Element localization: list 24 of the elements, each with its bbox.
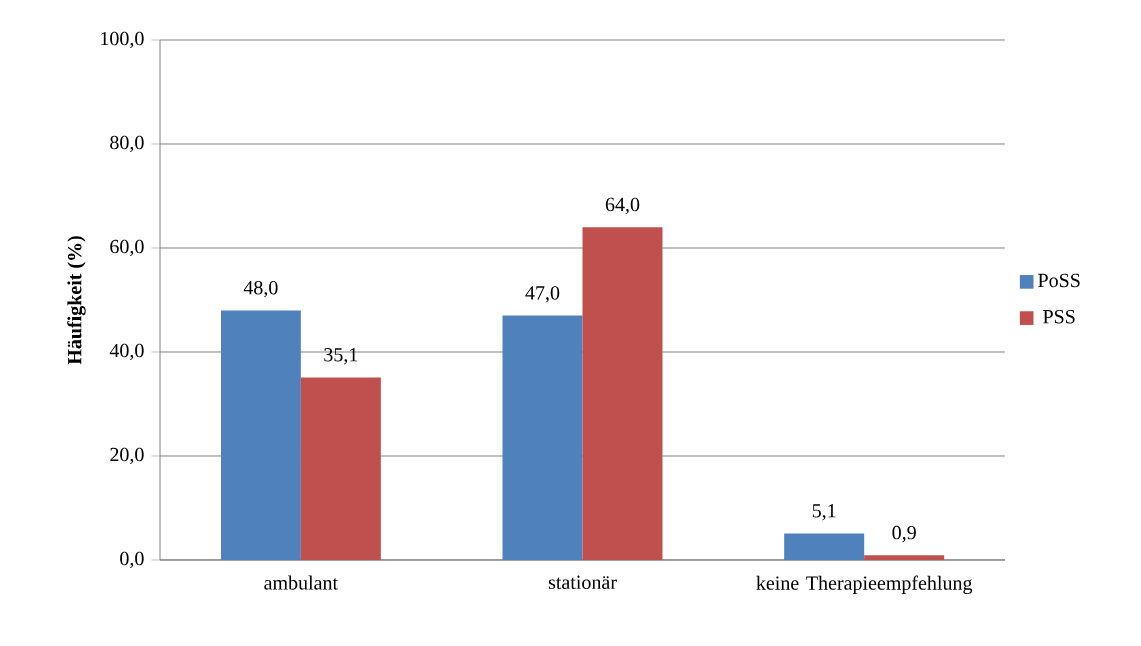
data-label: 64,0 xyxy=(605,197,640,215)
y-tick-label: 80,0 xyxy=(110,135,144,153)
y-tick-label: 40,0 xyxy=(109,343,144,361)
bar xyxy=(300,377,381,560)
bar xyxy=(220,310,301,560)
y-tick-label: 20,0 xyxy=(110,447,144,465)
data-label: 47,0 xyxy=(525,286,560,303)
data-label: 0,9 xyxy=(892,525,916,543)
x-tick-label: stationär xyxy=(548,575,617,590)
data-label: 35,1 xyxy=(324,348,358,365)
legend-label: PSS xyxy=(1043,309,1075,324)
bar xyxy=(582,227,663,560)
bar xyxy=(502,315,583,560)
y-tick-label: 60,0 xyxy=(110,239,144,257)
data-label: 5,1 xyxy=(812,504,836,521)
y-axis-title: Häufigkeit (%) xyxy=(67,236,86,365)
y-tick-label: 0,0 xyxy=(120,551,144,569)
x-tick-label: ambulant xyxy=(264,575,338,590)
data-label: 48,0 xyxy=(243,280,278,298)
y-tick-label: 100,0 xyxy=(101,31,144,49)
bar xyxy=(864,555,945,560)
bar xyxy=(784,533,865,560)
legend-label: PoSS xyxy=(1038,273,1080,288)
x-tick-label: keine Therapieempfehlung xyxy=(756,575,973,594)
